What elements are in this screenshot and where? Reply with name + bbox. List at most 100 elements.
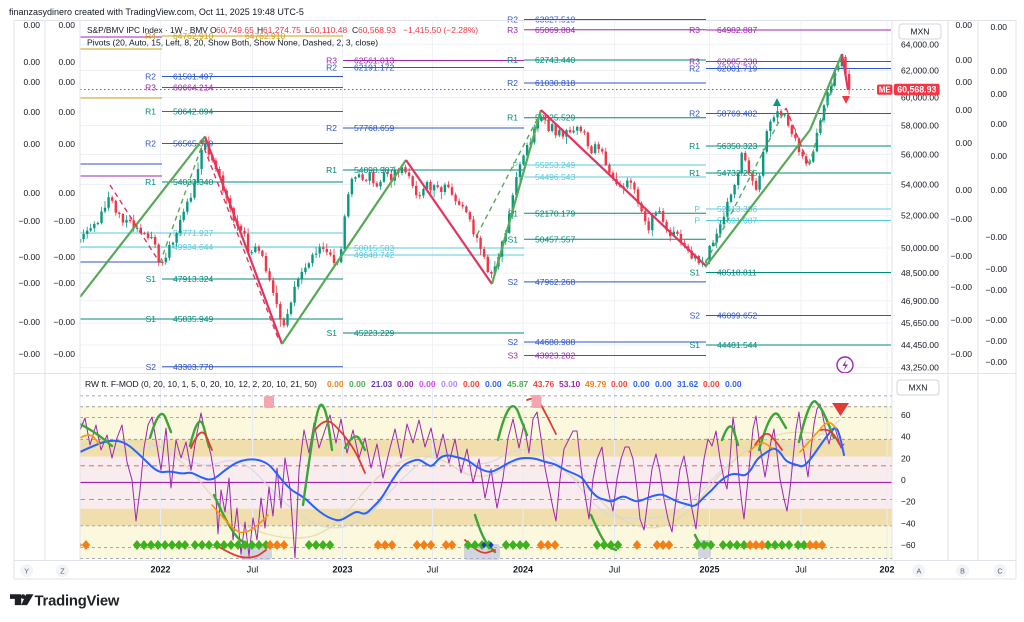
svg-text:0.00: 0.00: [955, 77, 972, 87]
svg-text:0.00: 0.00: [327, 379, 344, 389]
svg-text:50,000.00: 50,000.00: [901, 243, 939, 253]
svg-text:60,000.00: 60,000.00: [901, 93, 939, 103]
svg-text:MXN: MXN: [911, 27, 930, 37]
svg-text:61501.497: 61501.497: [173, 72, 213, 82]
svg-text:0.00: 0.00: [58, 188, 75, 198]
svg-text:0.00: 0.00: [990, 89, 1007, 99]
svg-text:O: O: [210, 25, 217, 35]
svg-text:−0.00: −0.00: [53, 252, 75, 262]
svg-text:60,110.48: 60,110.48: [310, 25, 347, 35]
svg-text:−0.00: −0.00: [950, 251, 972, 261]
svg-text:0.00: 0.00: [58, 107, 75, 117]
svg-text:H: H: [257, 25, 263, 35]
svg-text:2023: 2023: [332, 565, 352, 575]
svg-text:−60: −60: [901, 540, 916, 550]
svg-text:0.00: 0.00: [58, 139, 75, 149]
svg-text:45,650.00: 45,650.00: [901, 318, 939, 328]
svg-text:0.00: 0.00: [990, 151, 1007, 161]
svg-text:54,000.00: 54,000.00: [901, 180, 939, 190]
svg-text:0.00: 0.00: [955, 55, 972, 65]
svg-text:Jul: Jul: [427, 565, 439, 575]
svg-text:0.00: 0.00: [655, 379, 672, 389]
svg-text:MXN: MXN: [909, 383, 928, 393]
svg-text:45.87: 45.87: [507, 379, 529, 389]
svg-text:−0.00: −0.00: [950, 282, 972, 292]
svg-text:S2: S2: [146, 362, 157, 372]
svg-text:R2: R2: [145, 139, 156, 149]
svg-text:−0.00: −0.00: [985, 232, 1007, 242]
svg-text:0.00: 0.00: [23, 57, 40, 67]
svg-text:R3: R3: [507, 25, 518, 35]
svg-text:−40: −40: [901, 518, 916, 528]
svg-text:62743.440: 62743.440: [535, 55, 575, 65]
svg-text:2025: 2025: [699, 565, 719, 575]
svg-text:S1: S1: [146, 274, 157, 284]
svg-text:R1: R1: [507, 55, 518, 65]
svg-text:S1: S1: [508, 234, 519, 244]
svg-text:−0.00: −0.00: [985, 285, 1007, 295]
svg-text:S1: S1: [146, 314, 157, 324]
svg-text:−0.00: −0.00: [985, 336, 1007, 346]
svg-text:49.79: 49.79: [585, 379, 607, 389]
svg-text:20: 20: [901, 453, 911, 463]
svg-text:−0.00: −0.00: [985, 264, 1007, 274]
svg-text:62191.172: 62191.172: [354, 63, 394, 73]
svg-text:S1: S1: [690, 340, 701, 350]
svg-text:50457.557: 50457.557: [535, 234, 575, 244]
svg-text:S3: S3: [508, 351, 519, 361]
svg-text:45223.229: 45223.229: [354, 328, 394, 338]
svg-text:−0.00: −0.00: [53, 216, 75, 226]
svg-text:0.00: 0.00: [990, 119, 1007, 129]
svg-text:0.00: 0.00: [397, 379, 414, 389]
svg-text:R2: R2: [689, 109, 700, 119]
svg-text:21.03: 21.03: [371, 379, 393, 389]
svg-text:62,000.00: 62,000.00: [901, 66, 939, 76]
svg-text:−0.00: −0.00: [18, 278, 40, 288]
svg-text:−0.00: −0.00: [18, 252, 40, 262]
svg-text:L: L: [305, 25, 310, 35]
svg-text:0.00: 0.00: [23, 107, 40, 117]
svg-text:R3: R3: [326, 56, 337, 66]
svg-text:0.00: 0.00: [23, 139, 40, 149]
svg-text:61030.818: 61030.818: [535, 78, 575, 88]
svg-text:54496.543: 54496.543: [535, 172, 575, 182]
svg-text:S2: S2: [690, 311, 701, 321]
svg-text:60664.214: 60664.214: [173, 83, 213, 93]
svg-text:S2: S2: [508, 277, 519, 287]
svg-text:0.00: 0.00: [990, 22, 1007, 32]
svg-text:47913.324: 47913.324: [173, 274, 213, 284]
svg-text:45835.949: 45835.949: [173, 314, 213, 324]
svg-text:0.00: 0.00: [485, 379, 502, 389]
svg-text:52413.386: 52413.386: [717, 204, 757, 214]
svg-text:Y: Y: [24, 566, 29, 575]
svg-text:62685.238: 62685.238: [717, 57, 757, 67]
svg-text:0.00: 0.00: [703, 379, 720, 389]
svg-text:S&P/BMV IPC Index · 1W · BMV: S&P/BMV IPC Index · 1W · BMV: [87, 25, 208, 35]
svg-text:202: 202: [879, 565, 894, 575]
svg-text:S1: S1: [327, 328, 338, 338]
svg-text:TradingView: TradingView: [35, 594, 120, 610]
svg-text:R1: R1: [326, 165, 337, 175]
svg-text:0.00: 0.00: [23, 77, 40, 87]
svg-text:R2: R2: [326, 63, 337, 73]
svg-text:44680.988: 44680.988: [535, 337, 575, 347]
svg-text:52170.179: 52170.179: [535, 208, 575, 218]
svg-text:46,900.00: 46,900.00: [901, 296, 939, 306]
svg-text:50015.583: 50015.583: [354, 243, 394, 253]
svg-text:S1: S1: [690, 268, 701, 278]
svg-text:0.00: 0.00: [955, 185, 972, 195]
svg-text:63827.510: 63827.510: [535, 15, 575, 25]
svg-text:0.00: 0.00: [58, 77, 75, 87]
svg-text:R1: R1: [689, 168, 700, 178]
svg-text:31.62: 31.62: [677, 379, 699, 389]
svg-text:56350.323: 56350.323: [717, 141, 757, 151]
svg-text:56565.539: 56565.539: [173, 139, 213, 149]
svg-text:62001.719: 62001.719: [717, 64, 757, 74]
svg-text:44,450.00: 44,450.00: [901, 340, 939, 350]
svg-text:−0.00: −0.00: [950, 349, 972, 359]
svg-text:49934.644: 49934.644: [173, 242, 213, 252]
svg-text:0.00: 0.00: [23, 188, 40, 198]
svg-text:46099.652: 46099.652: [717, 311, 757, 321]
svg-text:2024: 2024: [513, 565, 533, 575]
svg-text:−0.00: −0.00: [950, 315, 972, 325]
